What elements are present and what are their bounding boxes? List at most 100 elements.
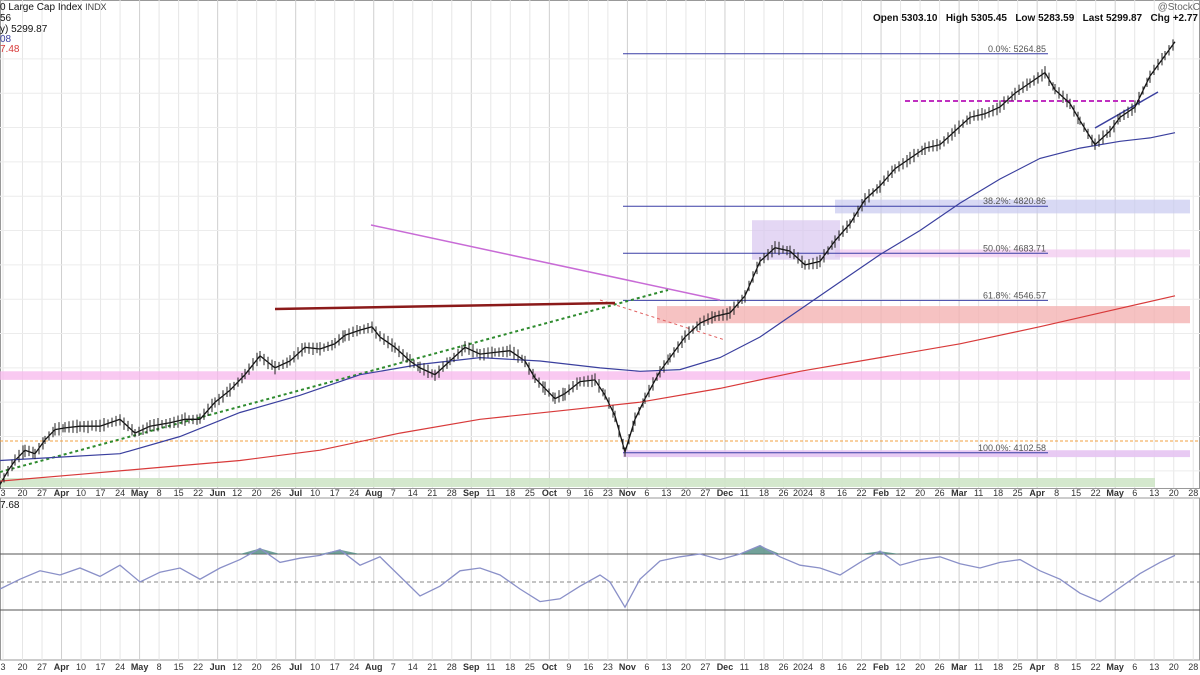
x-tick-bottom: 10 [76, 662, 86, 672]
x-tick-bottom: 11 [740, 662, 749, 672]
rsi-overbought-fill [760, 545, 780, 554]
x-tick-bottom: 22 [857, 662, 867, 672]
x-tick-top: 20 [252, 488, 262, 498]
price-line [0, 41, 1176, 485]
fib-label: 61.8%: 4546.57 [983, 290, 1046, 300]
x-tick-top: 9 [566, 488, 571, 498]
x-tick-top: 13 [1149, 488, 1159, 498]
x-tick-top: 8 [1054, 488, 1059, 498]
x-tick-bottom: 10 [310, 662, 320, 672]
ma200-line [0, 295, 1176, 482]
x-tick-top: 20 [681, 488, 691, 498]
chart-grid [0, 0, 1200, 661]
x-tick-top: 18 [759, 488, 769, 498]
x-tick-top: 15 [174, 488, 184, 498]
ma50-line [0, 132, 1176, 462]
x-tick-bottom: May [131, 662, 149, 672]
quote-bar: Open 5303.10 High 5305.45 Low 5283.59 La… [872, 13, 1198, 24]
x-tick-top: Apr [54, 488, 70, 498]
x-tick-top: 3 [0, 488, 5, 498]
x-tick-top: 26 [778, 488, 788, 498]
x-tick-bottom: 8 [157, 662, 162, 672]
x-tick-bottom: 13 [661, 662, 671, 672]
x-tick-top: Dec [717, 488, 734, 498]
watermark: @StockC [1157, 2, 1200, 13]
x-tick-bottom: Jun [210, 662, 226, 672]
resistance-zone-band [657, 306, 1190, 324]
x-tick-bottom: 18 [759, 662, 769, 672]
x-tick-top: 14 [408, 488, 418, 498]
rsi-overbought-fill [320, 549, 340, 554]
x-tick-bottom: 16 [583, 662, 593, 672]
legend-ma200: 7.48 [0, 44, 20, 55]
x-axis-ticks: 3 20 27 Apr 10 17 24 May 8 15 22 Jun 12 20 26 Jul 10 17 24… [0, 488, 1198, 672]
x-tick-bottom: Oct [542, 662, 557, 672]
trend-lines [0, 91, 1159, 473]
x-tick-top: 23 [603, 488, 613, 498]
x-tick-top: Oct [542, 488, 557, 498]
rsi-overbought-fill [880, 551, 900, 554]
x-tick-bottom: 27 [37, 662, 47, 672]
rsi-indicator [0, 544, 1200, 611]
x-tick-bottom: 12 [232, 662, 242, 672]
x-tick-bottom: 26 [271, 662, 281, 672]
x-tick-bottom: 6 [644, 662, 649, 672]
x-tick-bottom: 11 [486, 662, 495, 672]
x-tick-bottom: 8 [820, 662, 825, 672]
x-tick-top: 24 [115, 488, 125, 498]
x-tick-top: Mar [951, 488, 968, 498]
x-tick-top: 8 [157, 488, 162, 498]
x-tick-top: 26 [935, 488, 945, 498]
x-tick-top: 16 [583, 488, 593, 498]
x-tick-bottom: 28 [447, 662, 457, 672]
x-tick-bottom: 16 [837, 662, 847, 672]
x-tick-bottom: 26 [778, 662, 788, 672]
x-tick-top: 13 [661, 488, 671, 498]
legend-price: y) 5299.87 [0, 24, 48, 35]
brown-support-line [274, 301, 616, 311]
x-tick-top: 24 [349, 488, 359, 498]
fib-label: 50.0%: 4683.71 [983, 243, 1046, 253]
x-tick-bottom: 25 [1013, 662, 1023, 672]
x-tick-top: 11 [740, 488, 749, 498]
bottom-green-band [0, 478, 1155, 487]
x-tick-bottom: 15 [174, 662, 184, 672]
x-tick-bottom: 22 [1091, 662, 1101, 672]
x-tick-top: 25 [525, 488, 535, 498]
x-tick-bottom: Aug [365, 662, 383, 672]
indicator-panel-frame [0, 497, 1200, 661]
x-tick-bottom: 26 [935, 662, 945, 672]
x-tick-top: Nov [619, 488, 636, 498]
x-tick-bottom: 12 [896, 662, 906, 672]
x-tick-bottom: 18 [505, 662, 515, 672]
x-tick-bottom: 22 [193, 662, 203, 672]
fib-label: 38.2%: 4820.86 [983, 196, 1046, 206]
x-tick-bottom: 7 [391, 662, 396, 672]
x-tick-bottom: Feb [873, 662, 890, 672]
x-tick-top: Jul [289, 488, 302, 498]
x-tick-bottom: Dec [717, 662, 734, 672]
x-tick-bottom: Apr [1029, 662, 1045, 672]
x-tick-top: 6 [1132, 488, 1137, 498]
x-tick-bottom: 20 [681, 662, 691, 672]
legend-line-2: 56 [0, 13, 12, 24]
x-tick-top: 28 [447, 488, 457, 498]
indicator-label: 7.68 [0, 500, 20, 511]
x-tick-bottom: Mar [951, 662, 968, 672]
x-tick-top: 20 [18, 488, 28, 498]
fibonacci-levels: 0.0%: 5264.85 38.2%: 4820.86 50.0%: 4683.7… [623, 44, 1048, 454]
x-tick-top: 11 [486, 488, 495, 498]
x-tick-top: May [1106, 488, 1124, 498]
x-tick-top: 20 [915, 488, 925, 498]
x-tick-top: 18 [993, 488, 1003, 498]
x-tick-bottom: 11 [974, 662, 983, 672]
x-tick-top: Apr [1029, 488, 1045, 498]
x-tick-top: 27 [37, 488, 47, 498]
x-tick-top: 11 [974, 488, 983, 498]
rsi-overbought-fill [240, 548, 260, 554]
x-tick-top: 18 [505, 488, 515, 498]
x-tick-bottom: 20 [915, 662, 925, 672]
x-tick-top: 15 [1071, 488, 1081, 498]
x-tick-bottom: Jul [289, 662, 302, 672]
